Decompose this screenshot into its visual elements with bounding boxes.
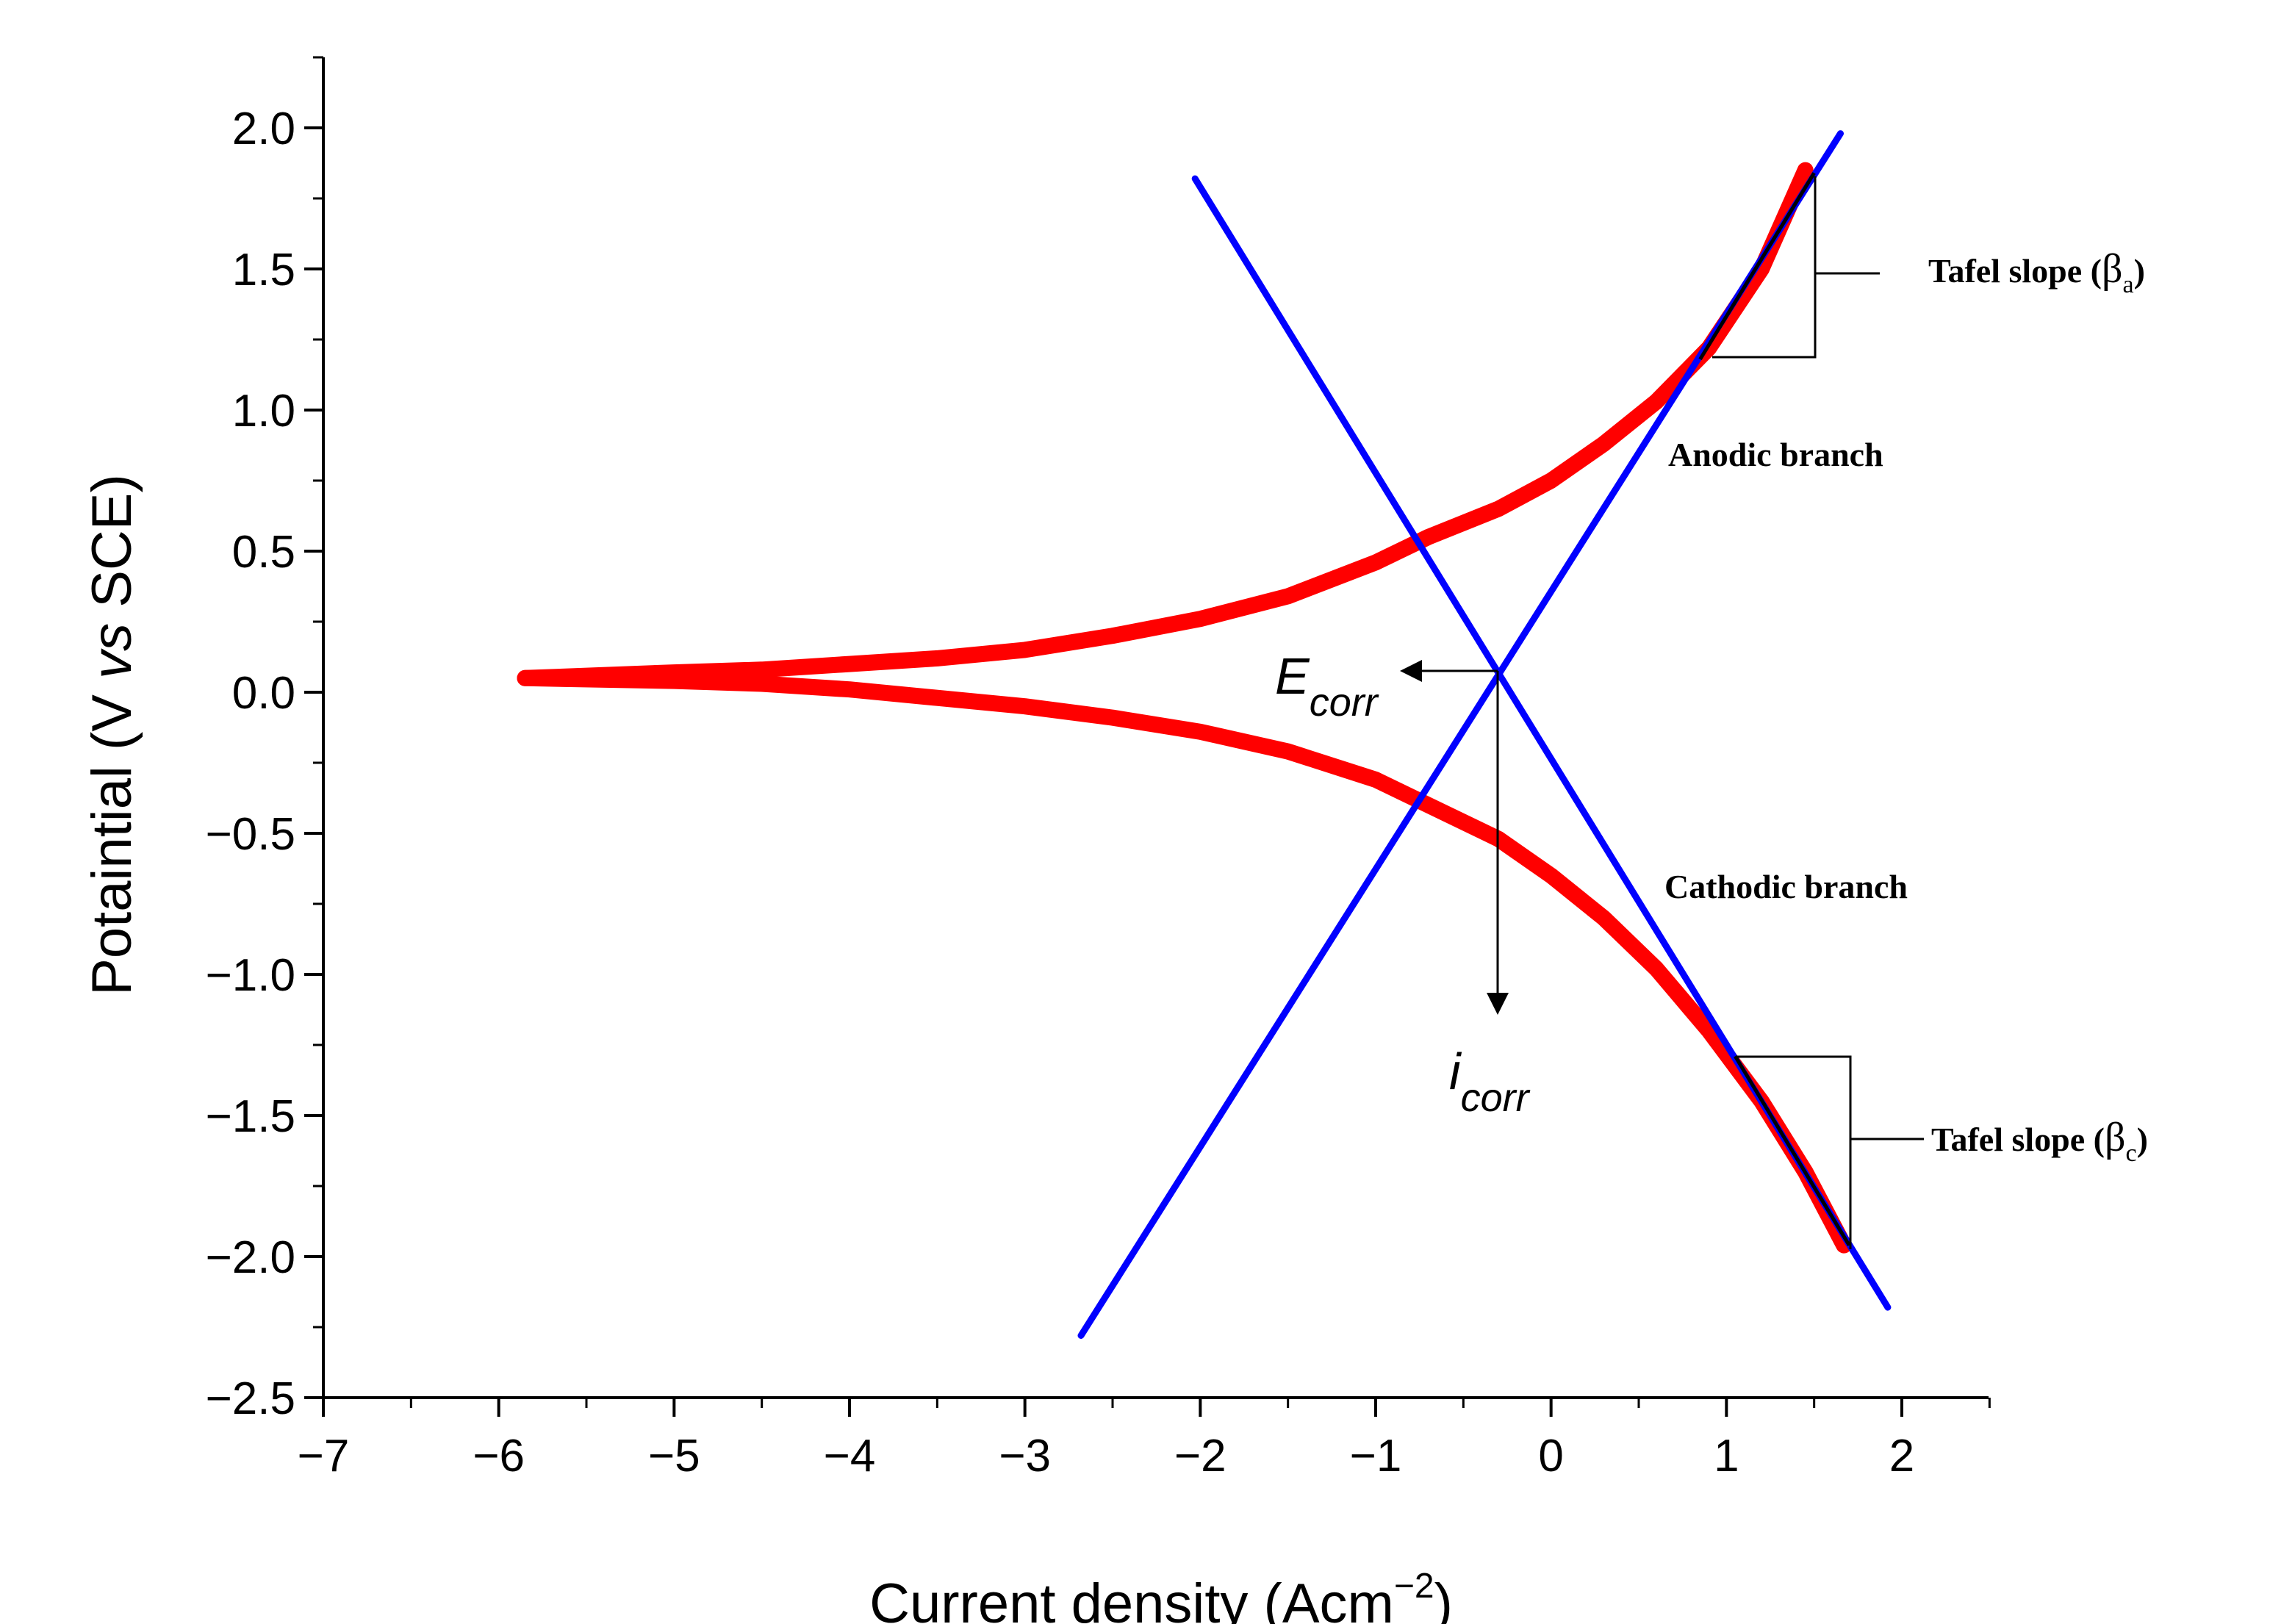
- x-tick-label: −1: [1350, 1431, 1402, 1481]
- ecorr-label: Ecorr: [1275, 647, 1379, 725]
- y-tick-label: −1.5: [206, 1091, 295, 1142]
- y-tick-label: −2.5: [206, 1373, 295, 1424]
- x-axis-title: Current density (Acm−2): [869, 1567, 1453, 1624]
- series-layer: [517, 130, 1892, 1339]
- x-ticks: −7 −6 −5 −4 −3 −2 −1 0 1 2: [298, 1398, 1991, 1481]
- x-tick-label: −4: [824, 1431, 876, 1481]
- x-tick-label: 1: [1714, 1431, 1739, 1481]
- cathodic-branch-label: Cathodic branch: [1664, 868, 1908, 905]
- x-tick-label: 2: [1889, 1431, 1914, 1481]
- y-tick-label: 1.0: [232, 386, 295, 436]
- x-tick-label: −2: [1174, 1431, 1226, 1481]
- anodic-curve: [517, 162, 1814, 686]
- x-tick-label: 0: [1538, 1431, 1563, 1481]
- y-tick-label: −0.5: [206, 809, 295, 860]
- y-tick-label: 0.0: [232, 668, 295, 719]
- anodic-tafel-fit-segment: [1698, 172, 1816, 361]
- x-tick-label: −5: [648, 1431, 700, 1481]
- y-tick-label: 2.0: [232, 104, 295, 154]
- y-tick-label: 0.5: [232, 527, 295, 578]
- x-tick-label: −6: [473, 1431, 525, 1481]
- cathodic-curve: [517, 669, 1853, 1254]
- icorr-label: icorr: [1449, 1043, 1531, 1120]
- anodic-branch-label: Anodic branch: [1668, 436, 1883, 473]
- x-tick-label: −7: [298, 1431, 350, 1481]
- tafel-cathodic-bracket: [1736, 1055, 1924, 1249]
- y-tick-label: −2.0: [206, 1232, 295, 1283]
- x-tick-label: −3: [999, 1431, 1051, 1481]
- y-ticks: 2.0 1.5 1.0 0.5 0.0 −0.5 −1.0 −1.5 −2.0 −2.5: [206, 56, 323, 1424]
- y-tick-label: −1.0: [206, 950, 295, 1001]
- cathodic-tafel-fit-segment: [1734, 1055, 1851, 1246]
- y-axis-title: Potaintial (V vs SCE): [81, 474, 143, 996]
- tafel-anodic-bracket: [1712, 176, 1880, 359]
- tafel-slope-anodic-label: Tafel slope (βa): [1928, 246, 2145, 298]
- tafel-slope-cathodic-label: Tafel slope (βc): [1931, 1115, 2148, 1167]
- y-tick-label: 1.5: [232, 245, 295, 295]
- axes: 2.0 1.5 1.0 0.5 0.0 −0.5 −1.0 −1.5 −2.0 −2.5 −7 −6…: [206, 56, 1991, 1481]
